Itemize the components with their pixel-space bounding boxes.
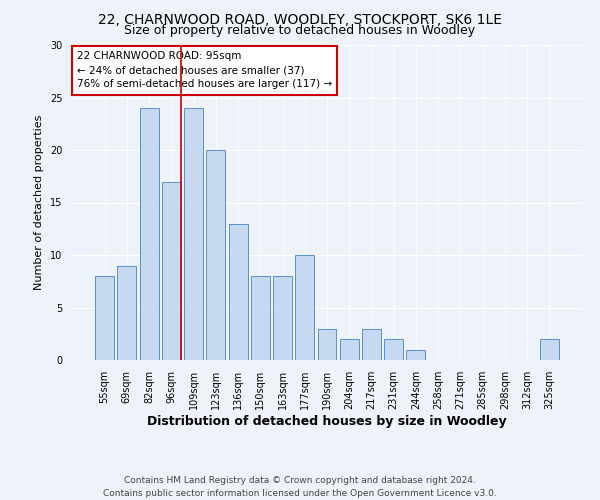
Bar — [184, 108, 203, 360]
Text: 22 CHARNWOOD ROAD: 95sqm
← 24% of detached houses are smaller (37)
76% of semi-d: 22 CHARNWOOD ROAD: 95sqm ← 24% of detach… — [77, 52, 332, 90]
X-axis label: Distribution of detached houses by size in Woodley: Distribution of detached houses by size … — [147, 414, 507, 428]
Text: Size of property relative to detached houses in Woodley: Size of property relative to detached ho… — [124, 24, 476, 37]
Text: 22, CHARNWOOD ROAD, WOODLEY, STOCKPORT, SK6 1LE: 22, CHARNWOOD ROAD, WOODLEY, STOCKPORT, … — [98, 12, 502, 26]
Bar — [317, 328, 337, 360]
Bar — [95, 276, 114, 360]
Bar — [118, 266, 136, 360]
Bar — [384, 339, 403, 360]
Bar — [362, 328, 381, 360]
Text: Contains HM Land Registry data © Crown copyright and database right 2024.
Contai: Contains HM Land Registry data © Crown c… — [103, 476, 497, 498]
Bar — [406, 350, 425, 360]
Y-axis label: Number of detached properties: Number of detached properties — [34, 115, 44, 290]
Bar — [540, 339, 559, 360]
Bar — [206, 150, 225, 360]
Bar — [273, 276, 292, 360]
Bar — [251, 276, 270, 360]
Bar — [140, 108, 158, 360]
Bar — [295, 255, 314, 360]
Bar — [340, 339, 359, 360]
Bar — [229, 224, 248, 360]
Bar — [162, 182, 181, 360]
